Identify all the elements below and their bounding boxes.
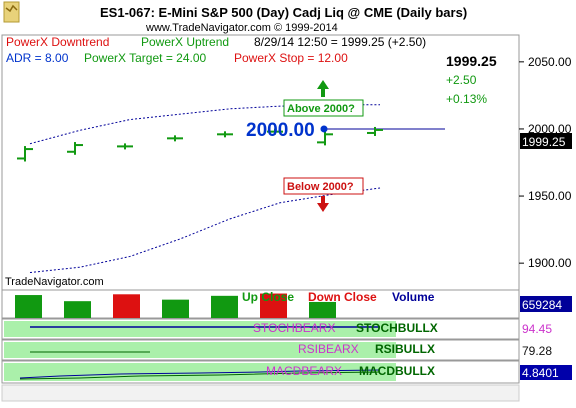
volume-bar [309,301,336,318]
volume-value-tag [520,296,572,312]
legend-downtrend: PowerX Downtrend [6,35,109,49]
volume-value: 659284 [522,298,562,312]
level-2000-label: 2000.00 [246,120,315,141]
stoch-bear-label: STOCHBEARX [253,321,335,335]
above-2000-callout: Above 2000? [283,80,364,117]
y-tick-label: 1950.00 [528,189,572,203]
down-arrow-icon [317,196,329,212]
price-bar [367,126,383,136]
macd-bear-label: MACDBEARX [266,364,342,378]
stoch-value-tag [520,321,572,336]
price-bar [317,131,333,146]
volume-bar [64,301,91,318]
indicator-macd-signal [19,371,381,380]
price-bar [267,128,283,135]
below-2000-callout: Below 2000? [283,177,364,212]
readout-change: +2.50 [446,73,477,87]
readout-pct: +0.13% [446,92,487,106]
y-tick-label: 2000.00 [528,122,572,136]
volume-bar [260,293,287,318]
y-tick-label: 2050.00 [528,55,572,69]
readout-price: 1999.25 [446,53,497,69]
rsi-value-tag [520,342,572,357]
time-scrollbar[interactable] [1,384,520,402]
macd-bull-label: MACDBULLX [359,364,435,378]
price-bar [117,143,133,150]
legend-uptrend: PowerX Uptrend [141,35,229,49]
current-price-tag-label: 1999.25 [522,135,566,149]
stoch-value: 94.45 [522,322,552,336]
indicator-macd-bg [4,363,396,381]
upper-band-line [29,104,380,145]
rsi-value: 79.28 [522,344,552,358]
up-arrow-icon [317,80,329,97]
lower-band-line [29,187,381,274]
rsi-bull-label: RSIBULLX [375,342,435,356]
volume-bar [113,294,140,318]
indicator-rsi-bg [4,342,396,358]
indicator-macd: MACDBEARX MACDBULLX 4.8401 [1,360,572,384]
price-panel-frame [1,34,520,291]
volume-bar [211,295,238,318]
legend-target: PowerX Target = 24.00 [84,51,207,65]
legend-adr: ADR = 8.00 [6,51,69,65]
macd-value: 4.8401 [522,366,559,380]
above-2000-label: Above 2000? [287,103,355,115]
legend-stop: PowerX Stop = 12.00 [234,51,348,65]
y-tick-label: 1900.00 [528,256,572,270]
price-bar [17,146,33,162]
price-bar [67,142,83,155]
volume-label: Volume [392,290,435,304]
volume-up-label: Up Close [242,290,294,304]
volume-bar [15,295,42,318]
legend-quote: 8/29/14 12:50 = 1999.25 (+2.50) [254,35,426,49]
indicator-stoch-bg [4,321,396,337]
volume-down-label: Down Close [308,290,377,304]
tradenavigator-logo-icon [3,1,20,23]
below-2000-label: Below 2000? [287,181,354,193]
watermark-text: TradeNavigator.com [5,276,104,288]
volume-bars [15,293,336,318]
price-bar [217,131,233,138]
copyright-text: www.TradeNavigator.com © 1999-2014 [145,22,338,34]
chart-title: ES1-067: E-Mini S&P 500 (Day) Cadj Liq @… [100,5,467,20]
indicator-macd-line [19,369,381,379]
macd-value-tag [520,365,572,380]
stoch-bull-label: STOCHBULLX [356,321,438,335]
indicator-stoch: STOCHBEARX STOCHBULLX 94.45 [1,318,572,340]
level-dot-icon [320,125,328,133]
y-axis: 1900.00 1950.00 2000.00 2050.00 [519,55,572,270]
volume-bar [162,299,189,318]
indicator-rsi: RSIBEARX RSIBULLX 79.28 [1,339,572,361]
rsi-bear-label: RSIBEARX [298,342,359,356]
current-price-tag [520,133,572,149]
price-bars [17,126,383,162]
price-bar [167,135,183,142]
